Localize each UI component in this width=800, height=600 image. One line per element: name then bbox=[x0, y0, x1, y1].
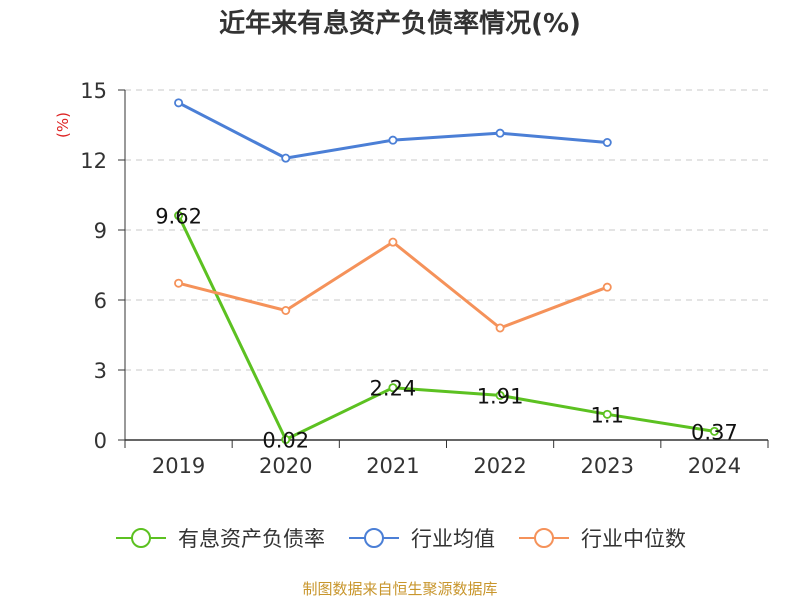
x-tick-label: 2020 bbox=[259, 454, 312, 478]
data-label: 2.24 bbox=[370, 377, 417, 401]
series-layer bbox=[174, 98, 719, 445]
x-tick-label: 2024 bbox=[688, 454, 741, 478]
data-point bbox=[281, 435, 291, 445]
data-label: 0.02 bbox=[262, 429, 309, 453]
legend-item[interactable]: 有息资产负债率 bbox=[114, 523, 325, 553]
y-tick-label: 9 bbox=[94, 219, 107, 243]
data-point bbox=[495, 128, 505, 138]
y-tick-label: 15 bbox=[80, 79, 107, 103]
data-label: 1.1 bbox=[591, 403, 624, 427]
data-point bbox=[709, 426, 719, 436]
legend-swatch bbox=[116, 528, 166, 548]
chart-legend: 有息资产负债率 行业均值 行业中位数 bbox=[0, 520, 800, 556]
legend-swatch-marker bbox=[364, 528, 384, 548]
data-source-note: 制图数据来自恒生聚源数据库 bbox=[302, 580, 498, 598]
data-label-layer: 9.62 0.02 2.24 1.91 1.1 0.37 bbox=[155, 205, 738, 453]
x-tick-label: 2022 bbox=[473, 454, 526, 478]
y-tick-label: 12 bbox=[80, 149, 107, 173]
legend-swatch bbox=[349, 528, 399, 548]
series-line-1 bbox=[177, 101, 609, 160]
data-label: 9.62 bbox=[155, 205, 202, 229]
legend-item[interactable]: 行业中位数 bbox=[517, 523, 686, 553]
data-point bbox=[602, 282, 612, 292]
data-point bbox=[495, 390, 505, 400]
legend-swatch bbox=[519, 528, 569, 548]
x-tick-label: 2021 bbox=[366, 454, 419, 478]
grid-layer bbox=[125, 89, 768, 371]
y-tick-label: 6 bbox=[94, 289, 107, 313]
y-axis-unit-label: (%) bbox=[54, 112, 72, 138]
legend-label: 行业中位数 bbox=[581, 527, 686, 551]
data-point bbox=[281, 305, 291, 315]
data-point bbox=[388, 135, 398, 145]
data-point bbox=[388, 383, 398, 393]
x-tick-label: 2019 bbox=[152, 454, 205, 478]
series-line-0 bbox=[177, 214, 716, 442]
legend-label: 行业均值 bbox=[411, 527, 495, 551]
data-label: 0.37 bbox=[691, 420, 738, 444]
data-point bbox=[174, 211, 184, 221]
data-point bbox=[495, 323, 505, 333]
legend-swatch-marker bbox=[534, 528, 554, 548]
data-point bbox=[602, 409, 612, 419]
legend-label: 有息资产负债率 bbox=[178, 527, 325, 551]
data-label: 1.91 bbox=[477, 384, 524, 408]
data-point bbox=[602, 137, 612, 147]
data-point bbox=[174, 278, 184, 288]
legend-swatch-marker bbox=[131, 528, 151, 548]
legend-item[interactable]: 行业均值 bbox=[347, 523, 495, 553]
y-tick-label: 0 bbox=[94, 429, 107, 453]
data-point bbox=[388, 237, 398, 247]
y-tick-label: 3 bbox=[94, 359, 107, 383]
x-tick-label: 2023 bbox=[581, 454, 634, 478]
chart-title: 近年来有息资产负债率情况(%) bbox=[219, 9, 581, 39]
data-point bbox=[174, 98, 184, 108]
line-chart: 0 3 6 9 12 15 (%) 2019 2020 2021 2022 2023 2024 9.62… bbox=[54, 79, 769, 478]
data-point bbox=[281, 153, 291, 163]
series-line-2 bbox=[177, 240, 609, 330]
axis-layer: 0 3 6 9 12 15 (%) 2019 2020 2021 2022 2023 2024 bbox=[54, 79, 769, 478]
